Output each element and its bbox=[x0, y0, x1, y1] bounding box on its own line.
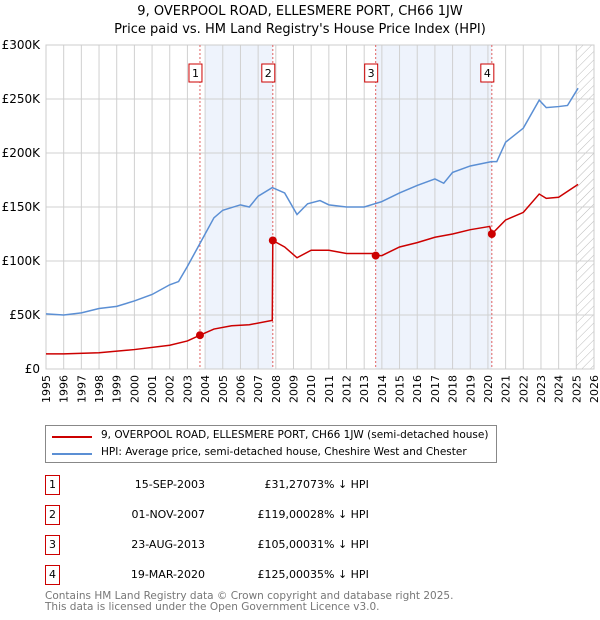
transaction-number: 3 bbox=[45, 535, 60, 555]
sale-label-box bbox=[480, 63, 495, 83]
sale-point bbox=[268, 236, 277, 245]
sale-label: 1 bbox=[192, 67, 199, 80]
x-tick-label: 1996 bbox=[58, 375, 71, 403]
hpi-line bbox=[45, 87, 579, 316]
transaction-number: 1 bbox=[45, 475, 60, 495]
x-tick-label: 2016 bbox=[411, 375, 424, 403]
x-tick-label: 2010 bbox=[305, 375, 318, 403]
x-tick-label: 2025 bbox=[570, 375, 583, 403]
x-tick-label: 2017 bbox=[429, 375, 442, 403]
sale-label-box bbox=[261, 63, 276, 83]
transaction-price: £31,270 bbox=[264, 478, 311, 491]
transaction-row: 3 23-AUG-2013 £105,000 31% ↓ HPI bbox=[45, 535, 445, 555]
x-tick-label: 2021 bbox=[500, 375, 513, 403]
x-tick-label: 2009 bbox=[287, 375, 300, 403]
transaction-number: 2 bbox=[45, 505, 60, 525]
x-tick-label: 2012 bbox=[341, 375, 354, 403]
x-tick-label: 2022 bbox=[517, 375, 530, 403]
x-tick-label: 2013 bbox=[358, 375, 371, 403]
transaction-row: 2 01-NOV-2007 £119,000 28% ↓ HPI bbox=[45, 505, 445, 525]
x-tick-label: 2007 bbox=[252, 375, 265, 403]
footer-copyright: Contains HM Land Registry data © Crown c… bbox=[45, 590, 454, 602]
x-tick-label: 1999 bbox=[111, 375, 124, 403]
y-tick-label: £150K bbox=[2, 200, 42, 214]
x-tick-label: 1998 bbox=[93, 375, 106, 403]
transaction-hpi-diff: 35% ↓ HPI bbox=[310, 568, 369, 581]
y-tick-label: £0 bbox=[25, 362, 40, 376]
chart-subtitle: Price paid vs. HM Land Registry's House … bbox=[114, 22, 486, 37]
transaction-date: 01-NOV-2007 bbox=[131, 508, 205, 521]
x-tick-label: 2005 bbox=[217, 375, 230, 403]
transaction-date: 23-AUG-2013 bbox=[131, 538, 205, 551]
x-tick-label: 2002 bbox=[164, 375, 177, 403]
transaction-price: £125,000 bbox=[257, 568, 311, 581]
sale-label-box bbox=[188, 63, 203, 83]
transaction-hpi-diff: 28% ↓ HPI bbox=[310, 508, 369, 521]
y-tick-label: £100K bbox=[2, 254, 42, 268]
sale-point bbox=[371, 251, 380, 260]
transaction-hpi-diff: 73% ↓ HPI bbox=[310, 478, 369, 491]
legend-hpi: HPI: Average price, semi-detached house,… bbox=[101, 446, 467, 458]
y-tick-label: £50K bbox=[9, 308, 41, 322]
transaction-price: £105,000 bbox=[257, 538, 311, 551]
transaction-hpi-diff: 31% ↓ HPI bbox=[310, 538, 369, 551]
y-tick-label: £300K bbox=[2, 38, 42, 52]
x-tick-label: 2023 bbox=[535, 375, 548, 403]
legend-blue-line bbox=[52, 453, 92, 455]
legend: 9, OVERPOOL ROAD, ELLESMERE PORT, CH66 1… bbox=[45, 425, 497, 463]
x-tick-label: 1997 bbox=[75, 375, 88, 403]
x-tick-label: 2003 bbox=[181, 375, 194, 403]
price-chart: 1995 1996 1997 1998 1999 2000 2001 2002 2003 2004… bbox=[2, 38, 600, 403]
x-tick-label: 2000 bbox=[128, 375, 141, 403]
property-price-line bbox=[46, 183, 579, 355]
x-tick-label: 2024 bbox=[553, 375, 566, 403]
x-tick-label: 2006 bbox=[234, 375, 247, 403]
x-tick-label: 2014 bbox=[376, 375, 389, 403]
sale-label-box bbox=[364, 63, 379, 83]
sale-label: 4 bbox=[484, 67, 491, 80]
x-tick-label: 2019 bbox=[464, 375, 477, 403]
transaction-date: 19-MAR-2020 bbox=[130, 568, 205, 581]
x-tick-label: 2026 bbox=[588, 375, 600, 403]
sale-point bbox=[195, 331, 204, 340]
y-tick-label: £250K bbox=[2, 92, 42, 106]
x-tick-label: 2018 bbox=[447, 375, 460, 403]
legend-property: 9, OVERPOOL ROAD, ELLESMERE PORT, CH66 1… bbox=[101, 429, 489, 441]
transaction-row: 1 15-SEP-2003 £31,270 73% ↓ HPI bbox=[45, 475, 445, 495]
sale-label: 3 bbox=[368, 67, 375, 80]
legend-red-line bbox=[52, 436, 92, 438]
chart-title: 9, OVERPOOL ROAD, ELLESMERE PORT, CH66 1… bbox=[137, 4, 463, 19]
transaction-row: 4 19-MAR-2020 £125,000 35% ↓ HPI bbox=[45, 565, 445, 585]
x-tick-label: 2004 bbox=[199, 375, 212, 403]
plot-border bbox=[45, 44, 595, 370]
x-tick-label: 2001 bbox=[146, 375, 159, 403]
footer-licence: This data is licensed under the Open Gov… bbox=[45, 601, 380, 613]
transaction-date: 15-SEP-2003 bbox=[134, 478, 205, 491]
x-tick-label: 2015 bbox=[394, 375, 407, 403]
transaction-price: £119,000 bbox=[257, 508, 311, 521]
y-tick-label: £200K bbox=[2, 146, 42, 160]
transaction-number: 4 bbox=[45, 565, 60, 585]
x-tick-label: 2020 bbox=[482, 375, 495, 403]
x-tick-label: 2008 bbox=[270, 375, 283, 403]
x-tick-label: 1995 bbox=[40, 375, 53, 403]
sale-label: 2 bbox=[265, 67, 272, 80]
x-tick-label: 2011 bbox=[323, 375, 336, 403]
sale-point bbox=[487, 230, 496, 238]
